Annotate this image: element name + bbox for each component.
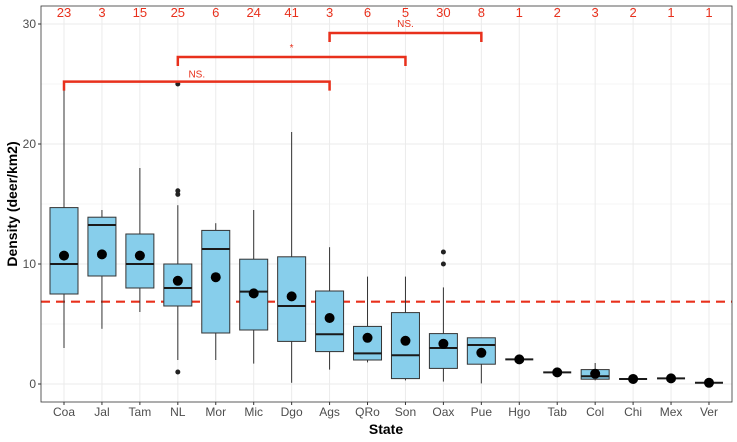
outlier-point bbox=[175, 369, 181, 375]
mean-point bbox=[134, 250, 145, 261]
x-tick-label: Dgo bbox=[281, 405, 303, 419]
comparison-bracket bbox=[328, 31, 483, 42]
x-tick-label: Oax bbox=[432, 405, 454, 419]
x-tick-label: Col bbox=[586, 405, 604, 419]
x-tick-label: Mic bbox=[244, 405, 263, 419]
mean-point bbox=[172, 275, 183, 286]
sample-count-label: 1 bbox=[516, 5, 523, 20]
sample-count-label: 3 bbox=[592, 5, 599, 20]
mean-point bbox=[476, 347, 487, 358]
x-tick-label: Ver bbox=[700, 405, 718, 419]
sample-count-label: 30 bbox=[436, 5, 450, 20]
comparisons: NS. * NS. bbox=[62, 19, 483, 91]
mean-point bbox=[324, 313, 335, 323]
x-tick-label: NL bbox=[170, 405, 186, 419]
count-labels: 23 3 15 25 6 24 41 3 6 5 30 8 1 2 3 2 1 1 bbox=[57, 5, 713, 20]
mean-point bbox=[514, 354, 525, 365]
sample-count-label: 2 bbox=[554, 5, 561, 20]
x-tick-label: Tab bbox=[548, 405, 568, 419]
x-tick-label: Mex bbox=[660, 405, 683, 419]
box bbox=[87, 216, 117, 277]
y-tick-label: 20 bbox=[23, 137, 37, 151]
sample-count-label: 8 bbox=[478, 5, 485, 20]
x-tick-label: Pue bbox=[471, 405, 493, 419]
x-tick-label: Mor bbox=[205, 405, 226, 419]
box bbox=[353, 325, 383, 361]
mean-point bbox=[552, 367, 563, 378]
mean-point bbox=[210, 272, 221, 283]
box bbox=[125, 233, 155, 289]
sample-count-label: 3 bbox=[98, 5, 105, 20]
axes: 0 10 20 30 Coa Jal Tam NL Mor Mic Dgo Ags QRo Son Oax P… bbox=[23, 5, 733, 419]
sample-count-label: 6 bbox=[212, 5, 219, 20]
mean-point bbox=[400, 335, 411, 346]
mean-point bbox=[666, 373, 677, 384]
significance-label: NS. bbox=[397, 19, 414, 30]
box bbox=[428, 333, 458, 369]
y-tick-label: 0 bbox=[29, 377, 36, 391]
significance-label: NS. bbox=[188, 70, 205, 81]
y-tick-label: 30 bbox=[23, 17, 37, 31]
outlier-point bbox=[440, 249, 446, 255]
sample-count-label: 1 bbox=[705, 5, 712, 20]
mean-point bbox=[703, 377, 714, 388]
panel-border bbox=[40, 5, 733, 403]
sample-count-label: 5 bbox=[402, 5, 409, 20]
x-tick-label: Chi bbox=[624, 405, 642, 419]
x-tick-label: Ags bbox=[319, 405, 340, 419]
mean-point bbox=[362, 332, 373, 343]
x-tick-label: Coa bbox=[53, 405, 75, 419]
mean-point bbox=[590, 368, 601, 379]
sample-count-label: 1 bbox=[667, 5, 674, 20]
comparison-bracket bbox=[62, 80, 331, 91]
mean-point bbox=[248, 288, 259, 299]
sample-count-label: 25 bbox=[171, 5, 185, 20]
outlier-point bbox=[175, 191, 181, 197]
y-axis-title: Density (deer/km2) bbox=[4, 141, 20, 266]
significance-label: * bbox=[290, 43, 294, 54]
y-tick-label: 10 bbox=[23, 257, 37, 271]
grid bbox=[41, 6, 732, 402]
box bbox=[390, 312, 420, 380]
sample-count-label: 6 bbox=[364, 5, 371, 20]
x-tick-label: Tam bbox=[129, 405, 152, 419]
sample-count-label: 15 bbox=[133, 5, 147, 20]
sample-count-label: 41 bbox=[284, 5, 298, 20]
boxes bbox=[49, 81, 723, 388]
box bbox=[163, 263, 193, 307]
outlier-point bbox=[440, 261, 446, 267]
mean-point bbox=[438, 338, 449, 349]
x-axis-title: State bbox=[369, 421, 403, 437]
mean-point bbox=[96, 249, 107, 260]
sample-count-label: 2 bbox=[629, 5, 636, 20]
mean-point bbox=[59, 250, 69, 261]
x-tick-label: QRo bbox=[355, 405, 380, 419]
outlier-point bbox=[175, 188, 181, 194]
sample-count-label: 3 bbox=[326, 5, 333, 20]
x-tick-label: Son bbox=[395, 405, 416, 419]
x-tick-label: Jal bbox=[94, 405, 109, 419]
x-tick-label: Hgo bbox=[508, 405, 530, 419]
sample-count-label: 24 bbox=[246, 5, 260, 20]
comparison-bracket bbox=[176, 55, 407, 66]
mean-point bbox=[286, 291, 297, 302]
sample-count-label: 23 bbox=[57, 5, 71, 20]
mean-point bbox=[628, 373, 639, 384]
